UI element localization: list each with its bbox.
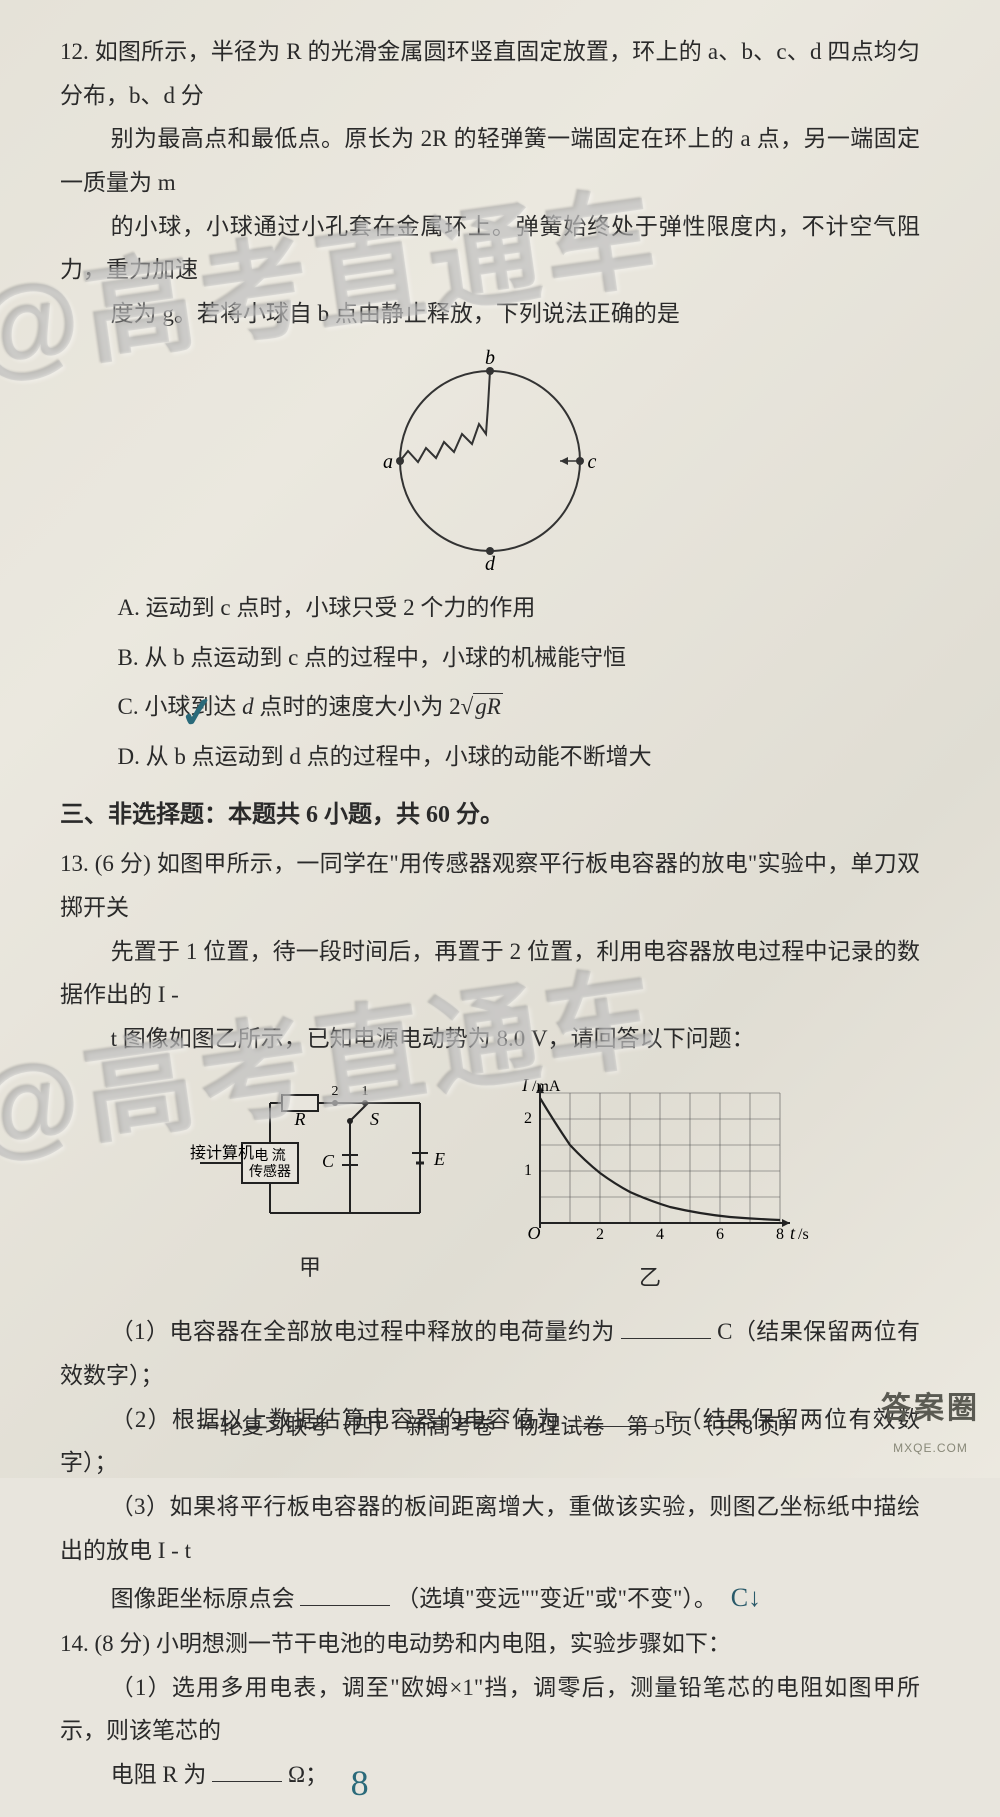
answer-logo: 答案圈 MXQE.COM [881,1380,980,1460]
svg-text:8: 8 [776,1226,784,1243]
q13-line1: 如图甲所示，一同学在"用传感器观察平行板电容器的放电"实验中，单刀双掷开关 [60,851,920,920]
question-12: 12. 如图所示，半径为 R 的光滑金属圆环竖直固定放置，环上的 a、b、c、d… [60,30,920,779]
svg-text:6: 6 [716,1226,724,1243]
svg-text:I: I [521,1075,529,1095]
q13-sub1: （1）电容器在全部放电过程中释放的电荷量约为 C（结果保留两位有效数字）； [60,1310,920,1397]
q12-diagram: b d a c [60,346,920,576]
svg-text:/s: /s [798,1226,809,1243]
svg-text:2: 2 [596,1226,604,1243]
circuit-svg: 电 流 传感器 接计算机 R 2 1 S [170,1073,450,1243]
svg-text:/mA: /mA [532,1078,561,1095]
q14-sub1a: （1）选用多用电表，调至"欧姆×1"挡，调零后，测量铅笔芯的电阻如图甲所示，则该… [60,1666,920,1753]
q13-sub3-c-text: （选填"变远""变近"或"不变"）。 [396,1586,717,1611]
q14-number: 14. [60,1631,89,1656]
q14-line1: 小明想测一节干电池的电动势和内电阻，实验步骤如下： [156,1631,731,1656]
q12-optC-prefix: C. 小球到达 d 点时的速度大小为 2√gR [118,694,503,719]
q13-line2: 先置于 1 位置，待一段时间后，再置于 2 位置，利用电容器放电过程中记录的数据… [60,930,920,1017]
answer-logo-big: 答案圈 [881,1380,980,1437]
svg-text:d: d [485,553,496,575]
decay-graph-svg: I /mA t /s 1 2 O 2 4 6 8 [490,1073,810,1253]
graph-figure: I /mA t /s 1 2 O 2 4 6 8 乙 [490,1073,810,1299]
svg-text:O: O [528,1223,541,1243]
q14-sub1-b-text: 电阻 R 为 [111,1762,207,1787]
svg-text:a: a [383,451,393,473]
q12-optC-wrap: ✓ C. 小球到达 d 点时的速度大小为 2√gR [118,685,921,729]
q14-points: (8 分) [95,1631,151,1656]
svg-text:S: S [370,1109,379,1129]
ring-spring-svg: b d a c [360,346,620,576]
q12-line3: 的小球，小球通过小孔套在金属环上。弹簧始终处于弹性限度内，不计空气阻力，重力加速 [60,205,920,292]
q12-line2: 别为最高点和最低点。原长为 2R 的轻弹簧一端固定在环上的 a 点，另一端固定一… [60,117,920,204]
q13-sub1-a: （1）电容器在全部放电过程中释放的电荷量约为 [111,1319,615,1344]
page-footer: 一轮复习联考（四） 新高考卷 物理试卷 第 5 页（共 8 页） [0,1406,1000,1448]
question-14: 14. (8 分) 小明想测一节干电池的电动势和内电阻，实验步骤如下： （1）选… [60,1622,920,1797]
hand-note-icon: C↓ [731,1583,761,1612]
q13-sub3b: 图像距坐标原点会 （选填"变远""变近"或"不变"）。 C↓ [60,1573,920,1622]
svg-text:b: b [485,347,495,369]
svg-text:1: 1 [362,1084,369,1099]
q13-blank3 [300,1577,390,1606]
svg-text:1: 1 [524,1162,532,1179]
q13-points: (6 分) [95,851,151,876]
q13-sub3-b-text: 图像距坐标原点会 [111,1586,295,1611]
svg-text:4: 4 [656,1226,664,1243]
q13-blank1 [621,1311,711,1340]
q12-optA: A. 运动到 c 点时，小球只受 2 个力的作用 [118,586,921,630]
q12-optD: D. 从 b 点运动到 d 点的过程中，小球的动能不断增大 [118,735,921,779]
svg-text:电 流: 电 流 [254,1148,286,1164]
svg-text:E: E [433,1149,445,1169]
svg-text:c: c [588,451,597,473]
svg-text:C: C [322,1151,335,1171]
exam-page: @高考直通车 @高考直通车 12. 如图所示，半径为 R 的光滑金属圆环竖直固定… [0,0,1000,1478]
answer-logo-small: MXQE.COM [881,1437,980,1460]
q12-number: 12. [60,39,89,64]
q12-optB: B. 从 b 点运动到 c 点的过程中，小球的机械能守恒 [118,636,921,680]
circuit-figure: 电 流 传感器 接计算机 R 2 1 S [170,1073,450,1289]
q13-line3: t 图像如图乙所示，已知电源电动势为 8.0 V，请回答以下问题： [60,1017,920,1061]
q12-line1: 如图所示，半径为 R 的光滑金属圆环竖直固定放置，环上的 a、b、c、d 四点均… [60,39,920,108]
section-3-header: 三、非选择题：本题共 6 小题，共 60 分。 [60,793,920,839]
q14-blank1 [212,1753,282,1782]
question-13: 13. (6 分) 如图甲所示，一同学在"用传感器观察平行板电容器的放电"实验中… [60,842,920,1622]
svg-text:R: R [294,1109,306,1129]
svg-text:2: 2 [524,1110,532,1127]
svg-text:接计算机: 接计算机 [190,1143,254,1162]
q13-figures: 电 流 传感器 接计算机 R 2 1 S [60,1073,920,1299]
q12-line4: 度为 g。若将小球自 b 点由静止释放，下列说法正确的是 [60,292,920,336]
hand-answer-8: 8 [300,1749,369,1817]
q13-number: 13. [60,851,89,876]
q14-sub1b: 电阻 R 为 8 Ω； [60,1753,920,1797]
svg-text:2: 2 [332,1084,339,1099]
svg-text:传感器: 传感器 [249,1163,291,1180]
fig-b-caption: 乙 [490,1257,810,1299]
fig-a-caption: 甲 [170,1247,450,1289]
q13-sub3a: （3）如果将平行板电容器的板间距离增大，重做该实验，则图乙坐标纸中描绘出的放电 … [60,1485,920,1572]
hand-check-icon: ✓ [176,674,218,757]
svg-text:t: t [790,1223,796,1243]
